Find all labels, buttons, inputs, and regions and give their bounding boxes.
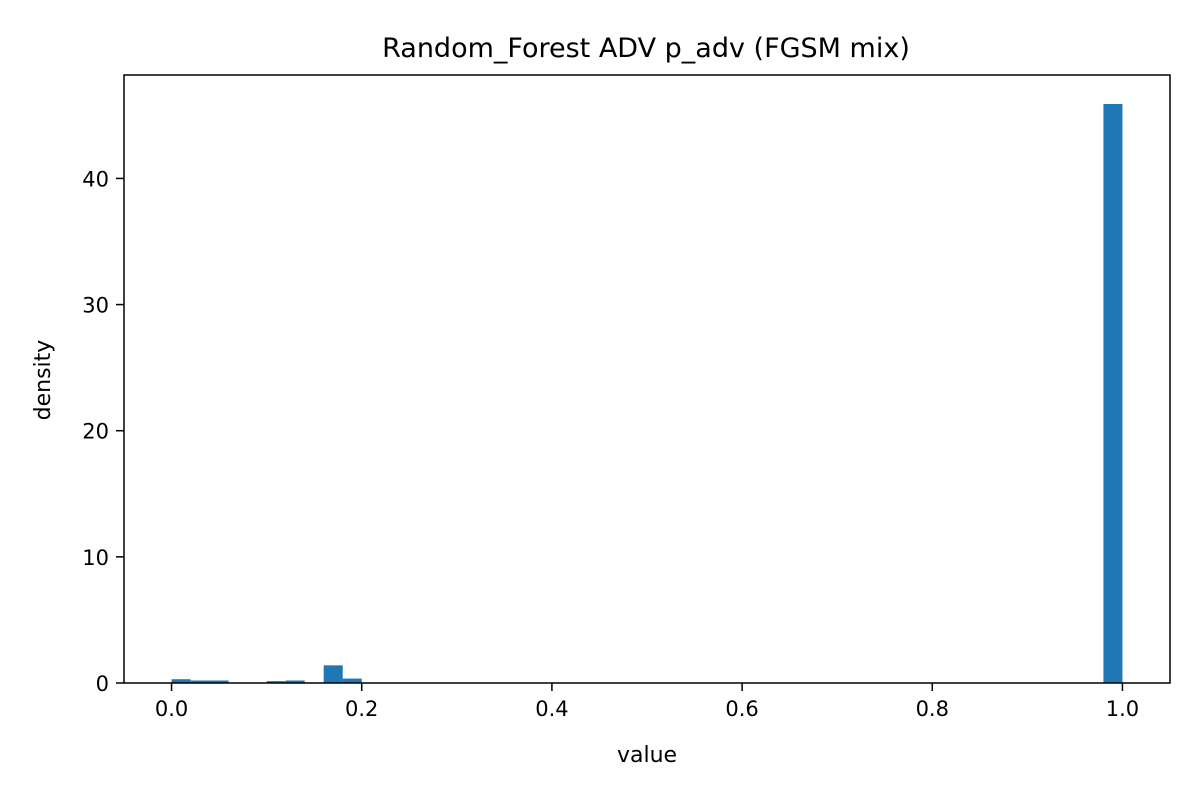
x-tick-label: 0.2 [345,697,378,721]
y-tick-label: 40 [82,167,109,191]
histogram-bar [266,681,286,683]
y-tick-label: 20 [82,420,109,444]
x-tick-label: 0.6 [725,697,758,721]
y-axis-label: density [31,340,56,421]
chart-title: Random_Forest ADV p_adv (FGSM mix) [382,33,910,64]
y-tick-label: 30 [82,294,109,318]
ticks-layer: 0.0 0.2 0.4 0.6 0.8 1.0 0 10 20 30 40 [82,167,1139,721]
histogram-bar [171,679,191,683]
x-axis-label: value [617,743,677,768]
histogram-bar [342,678,362,683]
histogram-bar [323,665,343,683]
x-tick-label: 0.0 [155,697,188,721]
x-tick-label: 0.8 [916,697,949,721]
y-tick-label: 0 [96,672,109,696]
histogram-bar [190,680,210,683]
y-tick-label: 10 [82,546,109,570]
histogram-bar [1103,104,1123,683]
histogram-bar [209,680,229,683]
x-tick-label: 0.4 [535,697,568,721]
plot-frame [123,74,1171,684]
x-tick-label: 1.0 [1106,697,1139,721]
bars-layer [171,104,1123,683]
histogram-bar [285,680,305,683]
